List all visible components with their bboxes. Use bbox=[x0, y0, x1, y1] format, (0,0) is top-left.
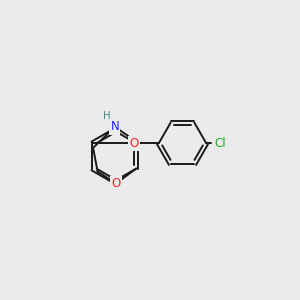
Text: Cl: Cl bbox=[214, 137, 226, 150]
Text: O: O bbox=[129, 137, 139, 150]
Text: N: N bbox=[110, 121, 119, 134]
Text: O: O bbox=[111, 177, 121, 190]
Text: H: H bbox=[103, 111, 110, 121]
